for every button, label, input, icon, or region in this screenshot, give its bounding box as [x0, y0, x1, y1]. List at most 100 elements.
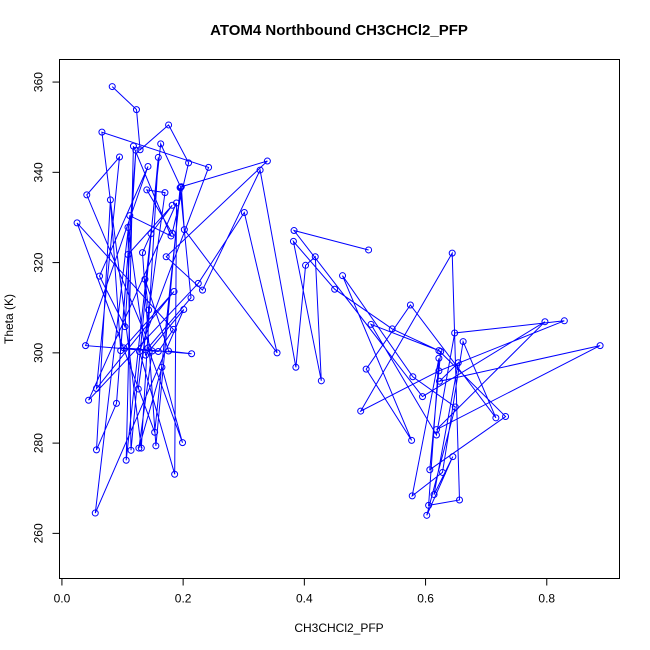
data-point [596, 342, 604, 350]
data-point [419, 393, 427, 401]
data-point [151, 428, 159, 436]
data-point [180, 306, 188, 314]
data-point [135, 444, 143, 452]
data-point [129, 142, 137, 150]
data-point [152, 442, 160, 450]
data-point [409, 373, 417, 381]
data-point [142, 351, 150, 359]
data-point [158, 363, 166, 371]
data-point [302, 261, 310, 269]
data-point [365, 246, 373, 254]
x-tick-label: 0.4 [296, 592, 313, 606]
data-point [439, 468, 447, 476]
data-point [180, 226, 188, 234]
data-point [117, 347, 125, 355]
data-point [331, 285, 339, 293]
data-point [169, 325, 177, 333]
y-tick-label: 360 [32, 72, 46, 92]
data-point [132, 106, 140, 114]
data-point [188, 350, 196, 358]
series-layer [73, 83, 604, 519]
data-point [290, 227, 298, 235]
data-point [187, 294, 195, 302]
data-point [172, 199, 180, 207]
data-point [144, 162, 152, 170]
data-point [122, 456, 130, 464]
data-point [92, 385, 100, 393]
data-point [435, 367, 443, 375]
data-point [121, 323, 129, 331]
chart-title: ATOM4 Northbound CH3CHCl2_PFP [210, 22, 468, 39]
data-point [449, 453, 457, 461]
data-point [165, 347, 173, 355]
data-point [435, 354, 443, 362]
data-point [263, 157, 271, 165]
data-point [137, 444, 145, 452]
data-point [141, 275, 149, 283]
y-axis: 260 280 300 320 340 360 [32, 72, 60, 543]
data-point [432, 431, 440, 439]
data-point [136, 146, 144, 154]
data-point [162, 253, 170, 261]
x-axis-label: CH3CHCl2_PFP [294, 621, 383, 635]
series-line [76, 86, 601, 516]
y-tick-label: 340 [32, 162, 46, 182]
data-point [185, 159, 193, 167]
data-point [168, 201, 176, 209]
data-point [436, 377, 443, 385]
data-point [451, 403, 459, 411]
data-point [205, 163, 213, 171]
data-point [171, 470, 179, 478]
data-point [432, 426, 440, 434]
x-tick-label: 0.6 [417, 592, 434, 606]
data-point [124, 250, 132, 258]
data-point [367, 320, 375, 328]
data-point [157, 140, 165, 148]
data-point [406, 301, 414, 309]
data-point [85, 396, 93, 404]
data-point [139, 249, 147, 257]
data-point [98, 128, 106, 136]
data-point [161, 189, 169, 197]
data-point [289, 237, 297, 245]
data-point [426, 466, 434, 474]
data-point [127, 446, 135, 454]
data-point [147, 230, 155, 238]
data-point [124, 223, 132, 231]
data-point [408, 492, 416, 500]
data-point [83, 191, 91, 199]
data-point [136, 347, 143, 355]
data-point [154, 347, 162, 355]
data-point [502, 412, 510, 420]
x-tick-label: 0.2 [175, 592, 192, 606]
data-point [273, 349, 281, 357]
data-point [362, 365, 370, 373]
data-point [388, 325, 396, 333]
data-point [73, 219, 81, 227]
data-point [240, 208, 248, 216]
data-point [311, 253, 319, 261]
data-point [459, 338, 467, 346]
data-point [165, 121, 173, 129]
data-point [492, 414, 500, 422]
data-point [454, 359, 462, 367]
data-point [134, 385, 142, 393]
data-point [144, 344, 152, 352]
data-point [91, 509, 99, 517]
data-point [108, 83, 116, 91]
data-point [112, 399, 120, 407]
data-point [448, 249, 456, 257]
data-point [408, 436, 416, 444]
data-point [126, 212, 134, 220]
data-point [106, 196, 114, 204]
data-point [430, 491, 438, 499]
x-tick-label: 0.8 [538, 592, 555, 606]
data-point [292, 363, 300, 371]
data-point [145, 306, 153, 314]
y-tick-label: 320 [32, 252, 46, 272]
data-point [199, 286, 207, 294]
data-point [92, 446, 100, 454]
data-point [317, 377, 325, 385]
data-point [116, 153, 123, 161]
data-point [167, 232, 175, 240]
